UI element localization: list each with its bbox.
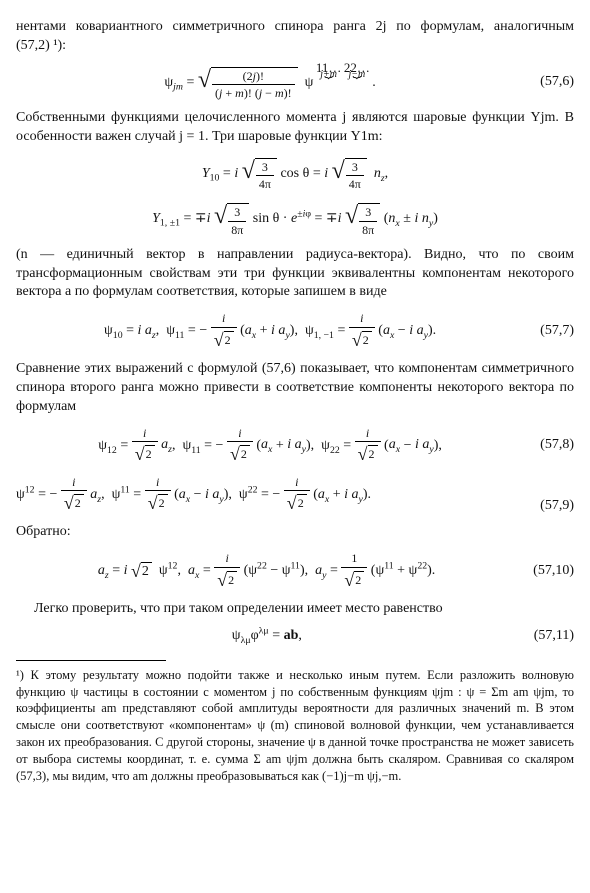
eqnum-57-10: (57,10) bbox=[525, 562, 574, 581]
paragraph-2: Собственными функциями целочисленного мо… bbox=[16, 109, 574, 147]
paragraph-1: нентами ковариантного симметричного спин… bbox=[16, 18, 574, 56]
equation-57-8: ψ12 = i √2 az, ψ11 = − i √2 (ax + i ay),… bbox=[16, 425, 574, 466]
eqnum-57-9: (57,9) bbox=[532, 497, 574, 516]
equation-Y1pm1: Y1, ±1 = ∓i √ 38π sin θ · e±iφ = ∓i √ 38… bbox=[16, 200, 574, 237]
footnote-1: ¹) К этому результату можно подойти такж… bbox=[16, 667, 574, 785]
paragraph-3: (n — единичный вектор в направлении ради… bbox=[16, 246, 574, 303]
eqnum-57-6: (57,6) bbox=[532, 73, 574, 92]
paragraph-4: Сравнение этих выражений с формулой (57,… bbox=[16, 360, 574, 417]
equation-57-6: ψjm = √ (2j)! (j + m)! (j − m)! ψ 11…⏟j+… bbox=[16, 64, 574, 101]
eqnum-57-7: (57,7) bbox=[532, 322, 574, 341]
equation-Y10: Y10 = i √ 34π cos θ = i √ 34π nz, bbox=[16, 155, 574, 192]
equation-57-7: ψ10 = i az, ψ11 = − i √2 (ax + i ay), ψ1… bbox=[16, 310, 574, 351]
obratno-label: Обратно: bbox=[16, 523, 574, 542]
eqnum-57-11: (57,11) bbox=[526, 627, 574, 646]
eqnum-57-8: (57,8) bbox=[532, 436, 574, 455]
paragraph-5: Легко проверить, что при таком определен… bbox=[16, 600, 574, 619]
equation-57-11: ψλμφλμ = ab, (57,11) bbox=[16, 627, 574, 646]
equation-57-9: ψ12 = − i √2 az, ψ11 = i √2 (ax − i ay),… bbox=[16, 474, 574, 515]
footnote-rule bbox=[16, 660, 166, 661]
equation-57-10: az = i √2 ψ12, ax = i √2 (ψ22 − ψ11), ay… bbox=[16, 550, 574, 591]
